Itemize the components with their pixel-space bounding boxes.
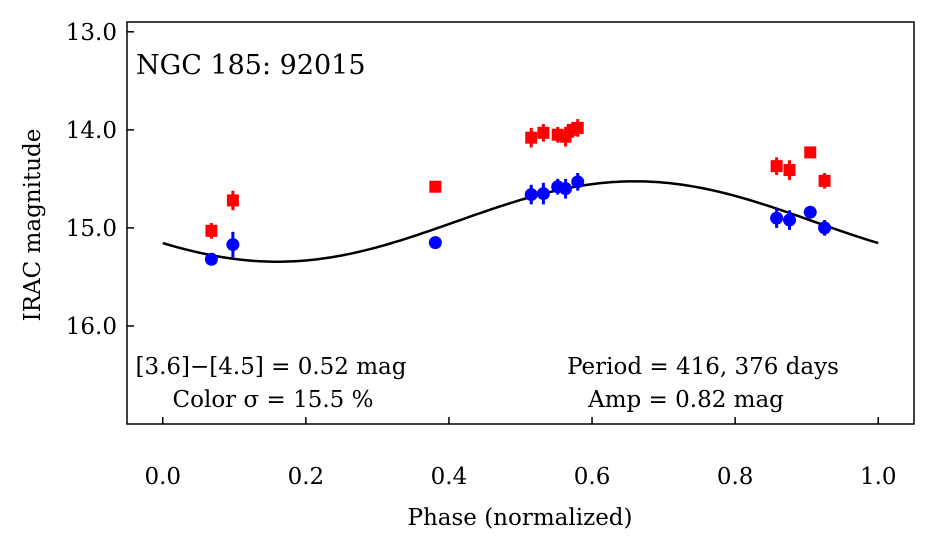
data-point-circle xyxy=(770,211,784,225)
plot-frame xyxy=(126,21,915,425)
data-point-circle xyxy=(536,187,550,201)
data-point-square xyxy=(226,194,239,207)
data-point-square xyxy=(804,146,817,159)
data-point-circle xyxy=(559,182,573,196)
data-point-square xyxy=(571,121,584,134)
data-point-square xyxy=(205,224,218,237)
period-annotation-line2: Amp = 0.82 mag xyxy=(587,387,784,413)
data-point-circle xyxy=(783,213,797,227)
x-tick-label: 1.0 xyxy=(860,464,897,490)
x-tick-label: 0.8 xyxy=(717,464,754,490)
fit-curve-line xyxy=(162,180,879,263)
data-point-circle xyxy=(524,188,538,202)
data-point-circle xyxy=(428,236,442,250)
series-red-squares xyxy=(205,119,831,239)
data-point-circle xyxy=(226,238,240,252)
x-tick-label: 0.4 xyxy=(431,464,468,490)
series-blue-circles xyxy=(204,172,832,266)
y-tick-label: 13.0 xyxy=(66,20,117,46)
data-point-square xyxy=(429,180,442,193)
data-series-layer xyxy=(204,119,832,266)
period-annotation-line1: Period = 416, 376 days xyxy=(567,354,839,380)
data-point-circle xyxy=(818,221,832,235)
color-annotation-line1: [3.6]−[4.5] = 0.52 mag xyxy=(136,354,407,380)
y-tick-label: 15.0 xyxy=(66,216,117,242)
data-point-square xyxy=(770,160,783,173)
data-point-circle xyxy=(571,175,585,189)
chart-title: NGC 185: 92015 xyxy=(136,50,366,81)
x-tick-label: 0.6 xyxy=(574,464,611,490)
x-tick-label: 0.2 xyxy=(288,464,325,490)
y-tick-label: 16.0 xyxy=(66,314,117,340)
data-point-square xyxy=(537,126,550,139)
data-point-circle xyxy=(803,205,817,219)
data-point-square xyxy=(525,131,538,144)
data-point-circle xyxy=(204,252,218,266)
x-axis-label: Phase (normalized) xyxy=(407,505,632,531)
data-point-square xyxy=(783,164,796,177)
x-axis-ticks: 0.0 0.2 0.4 0.6 0.8 1.0 xyxy=(144,417,897,490)
y-tick-label: 14.0 xyxy=(66,118,117,144)
data-point-square xyxy=(818,174,831,187)
y-axis-label: IRAC magnitude xyxy=(20,129,46,322)
color-annotation-line2: Color σ = 15.5 % xyxy=(173,387,374,413)
y-axis-ticks: 13.0 14.0 15.0 16.0 xyxy=(66,20,134,340)
x-tick-label: 0.0 xyxy=(144,464,181,490)
